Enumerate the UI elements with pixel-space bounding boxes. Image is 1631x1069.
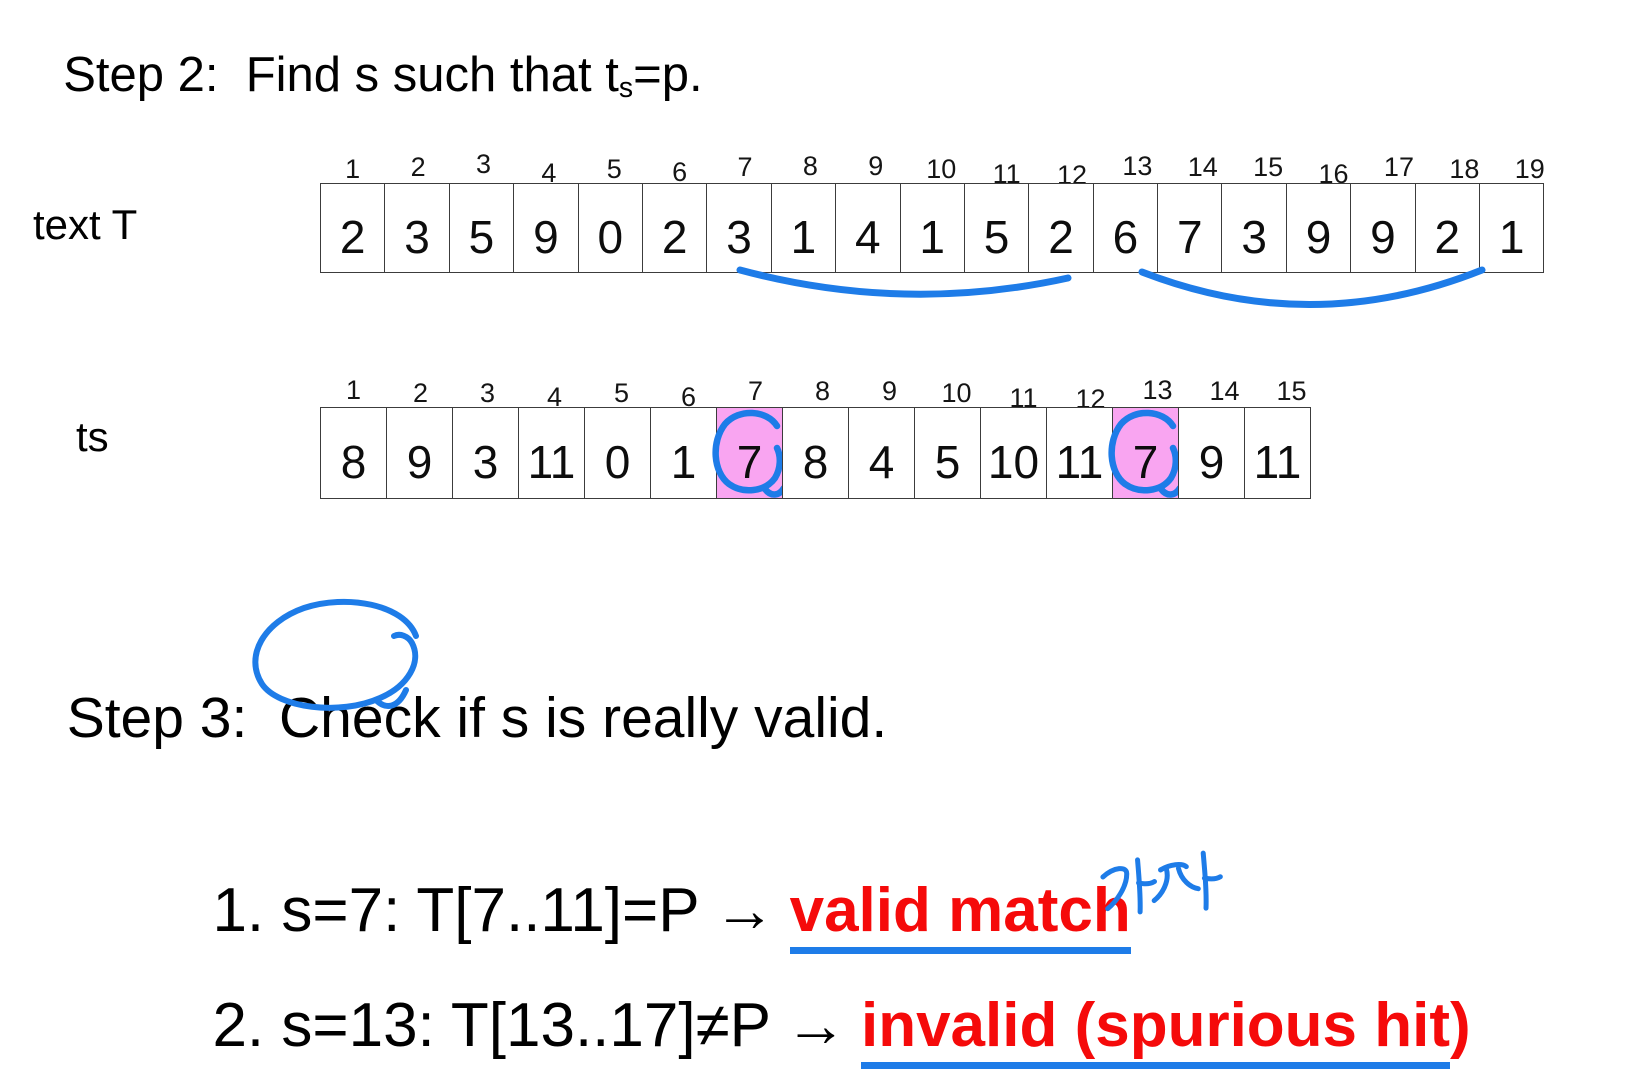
table-cell: 9 [1285,183,1352,273]
index-label: 5 [606,154,622,184]
result-1-verdict: valid match [789,876,1131,955]
table-cell: 1 [899,183,965,273]
table-cell: 10 [980,407,1047,499]
table-cell: 3 [1221,183,1287,273]
table-cell: 11 [518,407,585,499]
ts-table: 1 2 3 4 5 6 7 8 9 10 11 12 13 14 15 8 9 3 11 0 1 7 8 4 5 10 11 7 9 1… [320,362,1325,499]
index-label: 6 [680,382,697,412]
result-2-statement: 2. s=13: T[13..17]≠P [212,991,771,1061]
table-cell: 1 [650,407,717,499]
table-cell: 8 [782,407,849,499]
ts-value-row: 8 9 3 11 0 1 7 8 4 5 10 11 7 9 11 [320,407,1325,499]
table-cell: 6 [1092,183,1159,273]
table-cell: 1 [770,183,837,273]
step3-suffix: if s is really valid. [440,686,888,750]
index-label: 8 [802,151,818,181]
step3-prefix: Step 3: [66,686,279,750]
index-label: 5 [613,378,630,408]
index-label: 1 [345,375,362,405]
table-cell: 3 [384,183,450,273]
table-cell: 4 [835,183,901,273]
table-cell: 5 [963,183,1030,273]
step2-title-prefix: Step 2: Find s such that t [63,48,619,102]
table-cell: 1 [1479,183,1545,273]
index-label: 7 [747,376,764,406]
arc-positions-13-17 [1138,266,1486,308]
index-label: 18 [1449,154,1480,184]
table-cell: 11 [1046,407,1113,499]
index-label: 1 [345,154,361,184]
table-cell: 9 [1178,407,1245,499]
index-label: 6 [672,157,688,187]
table-cell: 8 [320,407,387,499]
index-label: 15 [1253,152,1284,182]
table-cell: 3 [706,183,772,273]
index-label: 9 [881,376,898,406]
index-label: 10 [926,154,957,184]
index-label: 2 [412,378,429,408]
step2-title-subscript: s [618,72,634,105]
index-label: 14 [1209,376,1240,406]
table-cell: 4 [848,407,915,499]
table-cell: 7 [1108,407,1184,499]
index-label: 13 [1122,151,1153,181]
result-2-verdict: invalid (spurious hit [860,991,1450,1069]
index-label: 13 [1142,375,1173,405]
table-cell: 5 [914,407,981,499]
table-cell: 5 [448,183,515,273]
index-label: 14 [1187,152,1218,182]
index-label: 19 [1514,154,1545,184]
index-label: 4 [541,158,557,188]
hand-drawn-underline-arcs [736,266,1486,308]
result-line-2: 2. s=13: T[13..17]≠P → invalid (spurious h… [178,922,1471,1069]
index-label: 17 [1383,152,1414,182]
table-cell: 9 [513,183,579,273]
ts-index-row: 1 2 3 4 5 6 7 8 9 10 11 12 13 14 15 [320,362,1325,413]
ts-row-label: ts [76,413,109,460]
step2-title-suffix: =p. [633,48,703,102]
index-label: 2 [410,152,426,182]
index-label: 3 [475,149,491,179]
arc-positions-7-11 [736,266,1072,298]
table-cell: 11 [1244,407,1311,499]
index-label: 4 [546,382,563,412]
hand-drawn-circle-check [252,598,419,711]
result-line-1: 1. s=7: T[7..11]=P → valid match [178,807,1131,955]
text-t-row-label: text T [33,201,138,248]
index-label: 8 [814,376,831,406]
text-t-index-row: 1 2 3 4 5 6 7 8 9 10 11 12 13 14 15 16 17 18 19 [320,138,1562,189]
right-arrow-icon: → [713,876,776,946]
step3-title: Step 3: Check if s is really valid. [35,633,888,750]
table-cell: 2 [1414,183,1481,273]
index-label: 9 [868,151,884,181]
korean-handwriting-annotation [1100,850,1223,915]
result-2-verdict-suffix: ) [1450,991,1471,1061]
index-label: 10 [941,378,972,408]
index-label: 3 [479,378,496,408]
right-arrow-icon: → [784,991,847,1061]
table-cell: 2 [1028,183,1094,273]
index-label: 7 [737,152,753,182]
table-cell: 0 [584,407,651,499]
table-cell: 9 [386,407,453,499]
table-cell: 2 [641,183,708,273]
table-cell: 3 [452,407,519,499]
table-cell: 2 [320,183,386,273]
table-cell: 9 [1350,183,1416,273]
step3-circled-word: Check [279,686,441,750]
result-1-statement: 1. s=7: T[7..11]=P [212,876,700,946]
step2-title: Step 2: Find s such that ts=p. [36,2,703,103]
index-label: 15 [1276,376,1307,406]
table-cell: 7 [1157,183,1223,273]
table-cell: 7 [712,407,788,499]
table-cell: 0 [577,183,643,273]
